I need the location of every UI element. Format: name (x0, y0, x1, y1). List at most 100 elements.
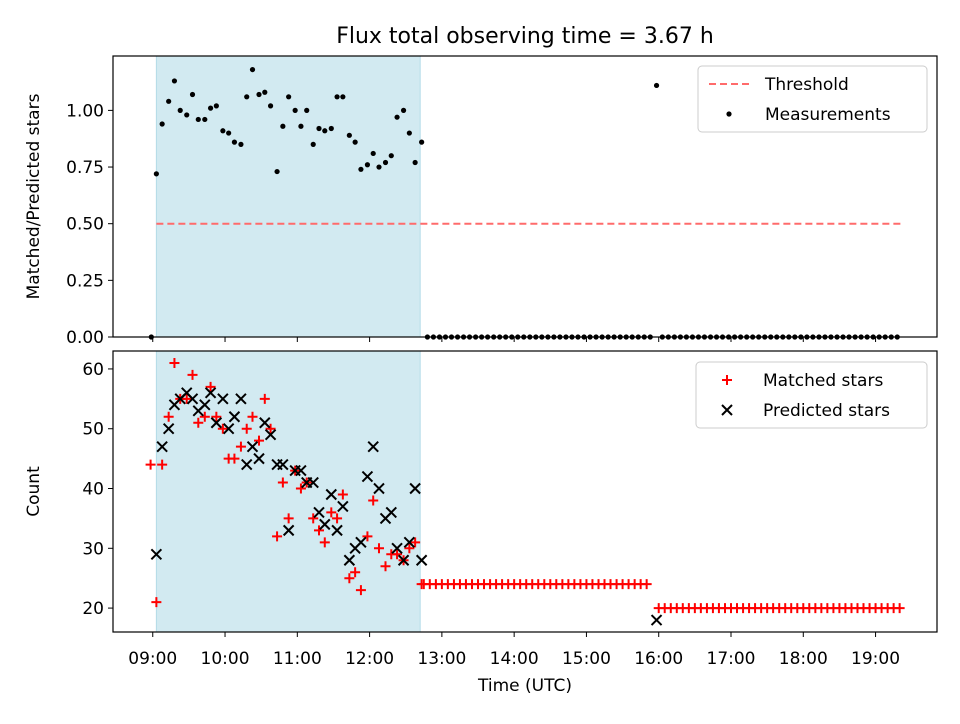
shaded-region (155, 55, 421, 338)
legend-plus-marker (722, 375, 732, 385)
data-point (272, 531, 283, 542)
data-point (894, 603, 905, 614)
data-point (195, 116, 201, 123)
data-point (259, 393, 270, 404)
data-point (337, 489, 348, 500)
legend-label: Predicted stars (763, 401, 890, 421)
data-point (331, 524, 343, 537)
y-tick-label: 0.75 (66, 158, 104, 178)
data-point (361, 470, 374, 483)
data-point (241, 423, 252, 434)
data-point (282, 524, 295, 537)
data-point (213, 103, 219, 109)
data-point (283, 513, 294, 524)
data-point (264, 428, 277, 441)
data-point (280, 123, 286, 129)
data-point (307, 476, 319, 489)
data-point (241, 458, 253, 471)
legend-label: Measurements (765, 105, 891, 125)
data-point (328, 125, 334, 132)
data-point (391, 542, 403, 555)
data-point (228, 411, 241, 423)
data-point (181, 393, 192, 404)
data-point (157, 459, 168, 470)
data-point (304, 107, 310, 113)
data-point (344, 573, 355, 584)
data-point (162, 423, 175, 435)
data-point (220, 128, 226, 134)
axes-frame (112, 55, 938, 338)
data-point (641, 579, 652, 590)
data-point (199, 399, 211, 411)
data-point (350, 567, 361, 578)
data-point (153, 171, 159, 177)
data-point (229, 453, 240, 464)
data-point (207, 105, 214, 111)
data-point (319, 518, 331, 531)
data-point (259, 417, 271, 429)
data-point (193, 417, 204, 428)
data-point (373, 482, 385, 495)
data-point (217, 393, 229, 405)
data-point (346, 132, 352, 138)
data-point (211, 411, 222, 422)
y-tick-label: 1.00 (66, 101, 104, 121)
data-point (419, 139, 425, 145)
data-point (205, 381, 216, 392)
y-tick-label: 60 (82, 360, 104, 380)
data-point (277, 458, 289, 471)
data-point (385, 506, 397, 519)
data-point (262, 89, 268, 95)
chart-title: Flux total observing time = 3.67 h (336, 24, 714, 49)
data-point (340, 94, 346, 100)
data-point (187, 369, 198, 380)
data-point (156, 440, 168, 453)
data-point (403, 536, 416, 549)
data-point (256, 91, 262, 98)
data-point (352, 139, 358, 145)
data-point (244, 94, 250, 100)
x-tick-label: 15:00 (562, 649, 611, 669)
data-point (367, 440, 379, 453)
x-tick-label: 11:00 (273, 649, 322, 669)
data-point (210, 417, 223, 429)
x-tick-label: 13:00 (417, 649, 466, 669)
data-point (404, 543, 415, 554)
data-point (235, 441, 246, 452)
y-axis-label: Matched/Predicted stars (24, 93, 44, 299)
data-point (409, 482, 421, 495)
x-tick-label: 17:00 (707, 649, 756, 669)
x-tick-label: 10:00 (201, 649, 250, 669)
x-tick-label: 14:00 (490, 649, 539, 669)
data-point (412, 159, 418, 166)
data-point (249, 66, 256, 73)
data-point (308, 513, 319, 524)
data-point (326, 507, 337, 518)
data-point (415, 554, 428, 566)
data-point (145, 459, 156, 470)
data-point (310, 141, 316, 147)
data-point (253, 452, 265, 465)
x-tick-label: 19:00 (851, 649, 900, 669)
data-point (314, 525, 324, 536)
data-point (189, 91, 196, 98)
x-tick-label: 12:00 (345, 649, 394, 669)
data-point (358, 166, 364, 172)
data-point (274, 168, 280, 175)
data-point (238, 141, 244, 147)
data-point (322, 128, 328, 134)
series-predicted-stars (150, 387, 663, 626)
legend-label: Threshold (764, 75, 849, 95)
legend-box (697, 65, 928, 133)
data-point (202, 116, 208, 123)
data-point (150, 548, 163, 560)
data-point (334, 94, 340, 100)
data-point (235, 393, 247, 405)
x-tick-label: 18:00 (779, 649, 828, 669)
x-tick-label: 09:00 (128, 649, 177, 669)
data-point (382, 159, 389, 166)
y-tick-label: 40 (82, 480, 104, 500)
data-point (267, 103, 274, 109)
data-point (380, 561, 391, 572)
y-tick-label: 20 (82, 599, 104, 619)
